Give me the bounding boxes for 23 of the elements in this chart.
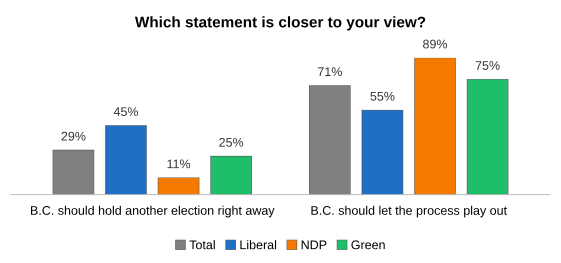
legend-label: NDP	[302, 240, 326, 250]
legend-label: Liberal	[240, 240, 276, 250]
bar	[309, 85, 351, 195]
bar	[210, 156, 252, 195]
x-tick-label: B.C. should let the process play out	[311, 206, 507, 218]
bar	[158, 177, 200, 195]
bar	[52, 150, 94, 195]
data-label: 55%	[370, 92, 395, 101]
chart-title: Which statement is closer to your view?	[134, 16, 426, 30]
data-label: 71%	[318, 67, 342, 76]
data-label: 29%	[62, 132, 86, 141]
bar	[105, 125, 147, 195]
data-label: 25%	[219, 138, 244, 147]
bar	[414, 58, 456, 195]
bar	[362, 110, 404, 195]
data-label: 45%	[114, 107, 138, 116]
data-label: 11%	[167, 160, 190, 168]
legend-label: Total	[190, 240, 215, 250]
data-label: 89%	[423, 40, 448, 48]
bar	[466, 79, 508, 195]
x-tick-label: B.C. should hold another election right away	[31, 206, 275, 218]
data-label: 75%	[476, 61, 500, 70]
legend-label: Green	[351, 240, 385, 250]
